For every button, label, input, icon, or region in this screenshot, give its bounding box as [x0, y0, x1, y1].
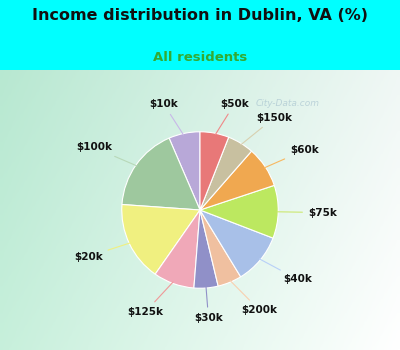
Wedge shape — [200, 210, 273, 277]
Wedge shape — [122, 138, 200, 210]
Text: City-Data.com: City-Data.com — [256, 99, 320, 108]
Wedge shape — [200, 210, 241, 286]
Text: $40k: $40k — [260, 259, 312, 284]
Wedge shape — [155, 210, 200, 288]
Text: $125k: $125k — [128, 282, 173, 317]
Text: $20k: $20k — [74, 243, 130, 261]
Text: $150k: $150k — [241, 113, 292, 145]
Wedge shape — [200, 132, 229, 210]
Wedge shape — [194, 210, 218, 288]
Wedge shape — [122, 204, 200, 274]
Text: $10k: $10k — [150, 99, 184, 135]
Text: $200k: $200k — [230, 281, 277, 315]
Text: $50k: $50k — [215, 99, 249, 135]
Wedge shape — [200, 186, 278, 238]
Wedge shape — [200, 137, 252, 210]
Text: Income distribution in Dublin, VA (%): Income distribution in Dublin, VA (%) — [32, 8, 368, 23]
Text: $30k: $30k — [194, 287, 223, 323]
Text: $75k: $75k — [277, 208, 337, 218]
Text: $60k: $60k — [264, 145, 319, 168]
Wedge shape — [169, 132, 200, 210]
Text: All residents: All residents — [153, 51, 247, 64]
Wedge shape — [200, 151, 274, 210]
Text: $100k: $100k — [76, 142, 137, 166]
